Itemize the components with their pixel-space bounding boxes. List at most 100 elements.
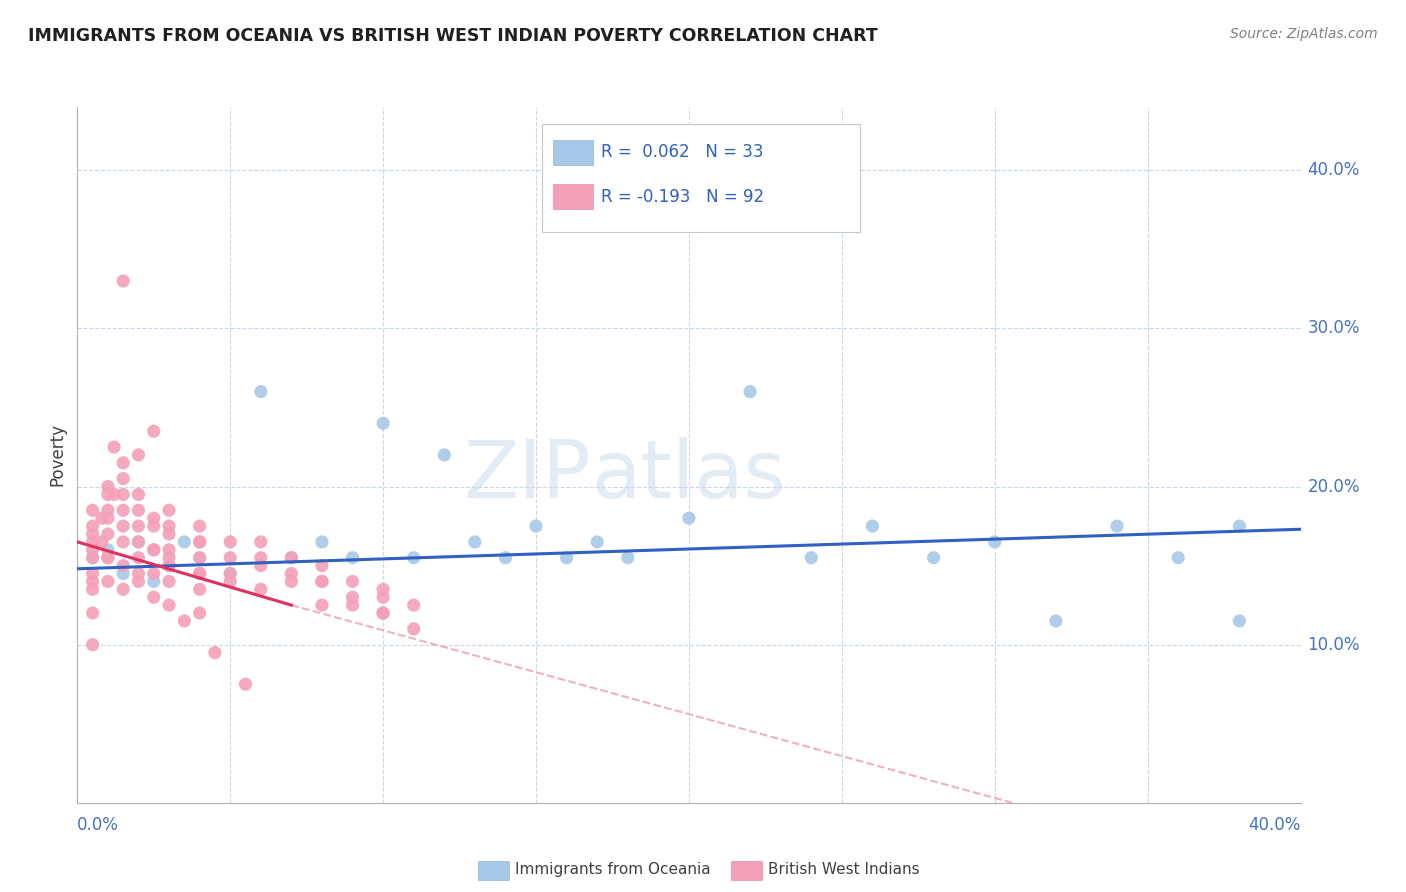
Point	[97, 527, 120, 541]
Point	[157, 558, 180, 573]
Text: 20.0%: 20.0%	[1308, 477, 1360, 496]
Point	[188, 519, 211, 533]
Point	[188, 566, 211, 581]
Point	[371, 417, 394, 431]
Point	[524, 519, 547, 533]
Point	[142, 591, 165, 605]
Point	[127, 534, 149, 549]
Point	[219, 550, 242, 565]
Point	[402, 622, 425, 636]
Text: 0.0%: 0.0%	[77, 816, 120, 834]
Point	[142, 511, 165, 525]
Point	[678, 511, 700, 525]
Point	[103, 487, 125, 501]
Point	[97, 511, 120, 525]
Point	[127, 487, 149, 501]
Point	[173, 614, 195, 628]
Point	[1229, 614, 1251, 628]
Point	[1167, 550, 1189, 565]
Point	[82, 582, 104, 597]
Point	[1045, 614, 1067, 628]
Point	[112, 558, 135, 573]
Point	[157, 574, 180, 589]
Point	[90, 511, 112, 525]
Point	[157, 519, 180, 533]
Point	[82, 638, 104, 652]
Point	[112, 472, 135, 486]
Point	[90, 534, 112, 549]
Point	[142, 542, 165, 557]
Point	[188, 606, 211, 620]
Point	[280, 550, 302, 565]
Point	[1107, 519, 1129, 533]
Point	[82, 542, 104, 557]
Point	[464, 534, 486, 549]
Point	[188, 534, 211, 549]
Point	[188, 534, 211, 549]
Point	[82, 519, 104, 533]
Point	[1229, 519, 1251, 533]
Point	[740, 384, 762, 399]
Point	[127, 519, 149, 533]
Point	[97, 574, 120, 589]
Point	[922, 550, 945, 565]
Point	[311, 574, 333, 589]
Point	[142, 574, 165, 589]
Point	[97, 487, 120, 501]
Point	[82, 527, 104, 541]
Point	[82, 503, 104, 517]
Point	[82, 550, 104, 565]
Point	[157, 527, 180, 541]
Point	[219, 566, 242, 581]
Point	[250, 582, 273, 597]
Point	[984, 534, 1007, 549]
Text: R =  0.062   N = 33: R = 0.062 N = 33	[602, 143, 763, 161]
Y-axis label: Poverty: Poverty	[48, 424, 66, 486]
Point	[342, 574, 364, 589]
Point	[127, 448, 149, 462]
Point	[311, 534, 333, 549]
Point	[371, 606, 394, 620]
Point	[250, 384, 273, 399]
Point	[342, 591, 364, 605]
Point	[188, 550, 211, 565]
Point	[235, 677, 257, 691]
Point	[127, 566, 149, 581]
Point	[342, 598, 364, 612]
Point	[112, 456, 135, 470]
Text: Source: ZipAtlas.com: Source: ZipAtlas.com	[1230, 27, 1378, 41]
Point	[342, 550, 364, 565]
Text: 40.0%: 40.0%	[1308, 161, 1360, 179]
Point	[280, 574, 302, 589]
Point	[219, 534, 242, 549]
Point	[862, 519, 884, 533]
Point	[112, 274, 135, 288]
Point	[495, 550, 517, 565]
Point	[103, 440, 125, 454]
Point	[82, 534, 104, 549]
Point	[555, 550, 578, 565]
Point	[82, 566, 104, 581]
Point	[127, 574, 149, 589]
Point	[188, 550, 211, 565]
Point	[97, 550, 120, 565]
Point	[82, 606, 104, 620]
Point	[142, 566, 165, 581]
Point	[157, 558, 180, 573]
Point	[402, 550, 425, 565]
Point	[157, 503, 180, 517]
Text: Immigrants from Oceania: Immigrants from Oceania	[515, 863, 710, 877]
Text: atlas: atlas	[591, 437, 786, 515]
Point	[82, 574, 104, 589]
Point	[157, 598, 180, 612]
Text: 10.0%: 10.0%	[1308, 636, 1360, 654]
Point	[142, 542, 165, 557]
Text: ZIP: ZIP	[464, 437, 591, 515]
Text: 40.0%: 40.0%	[1249, 816, 1301, 834]
Point	[142, 424, 165, 438]
Point	[82, 550, 104, 565]
Point	[204, 646, 226, 660]
Point	[112, 534, 135, 549]
Text: 30.0%: 30.0%	[1308, 319, 1360, 337]
Point	[371, 606, 394, 620]
